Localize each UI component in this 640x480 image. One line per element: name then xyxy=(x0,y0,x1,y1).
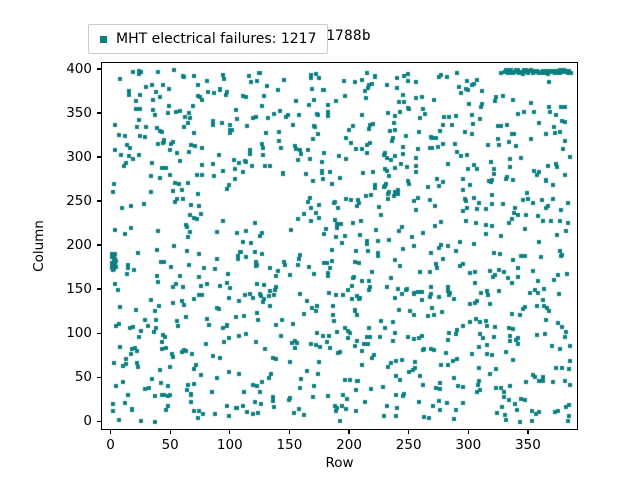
y-tick-label: 0 xyxy=(83,413,92,430)
y-tick-mark xyxy=(97,376,101,378)
y-tick-label: 50 xyxy=(74,369,92,386)
x-tick-label: 0 xyxy=(106,437,115,453)
x-tick-label: 250 xyxy=(395,437,422,453)
y-axis-label: Column xyxy=(31,220,47,272)
legend[interactable]: MHT electrical failures: 1217 xyxy=(88,24,329,54)
x-tick-mark xyxy=(408,430,410,434)
scatter-points-layer xyxy=(102,63,577,429)
y-tick-label: 150 xyxy=(66,281,92,298)
y-tick-label: 250 xyxy=(66,193,92,210)
y-tick-label: 300 xyxy=(66,149,92,166)
y-tick-mark xyxy=(97,68,101,70)
y-tick-mark xyxy=(97,332,101,334)
plot-area xyxy=(101,62,578,430)
y-tick-mark xyxy=(97,200,101,202)
y-tick-mark xyxy=(97,420,101,422)
y-tick-mark xyxy=(97,288,101,290)
x-tick-label: 300 xyxy=(455,437,482,453)
x-tick-label: 50 xyxy=(161,437,179,453)
x-tick-mark xyxy=(527,430,529,434)
y-tick-mark xyxy=(97,112,101,114)
x-axis-label: Row xyxy=(325,455,354,471)
legend-marker-icon xyxy=(100,35,107,43)
y-tick-label: 400 xyxy=(66,61,92,78)
x-tick-mark xyxy=(348,430,350,434)
x-tick-label: 350 xyxy=(515,437,541,453)
x-tick-mark xyxy=(467,430,469,434)
y-tick-mark xyxy=(97,156,101,158)
y-tick-label: 350 xyxy=(66,105,92,122)
x-tick-mark xyxy=(109,430,112,434)
x-tick-label: 200 xyxy=(336,437,362,453)
x-tick-mark xyxy=(288,430,291,434)
x-tick-mark xyxy=(169,430,171,434)
y-tick-label: 100 xyxy=(66,325,92,342)
y-tick-mark xyxy=(97,244,101,246)
x-tick-mark xyxy=(229,430,231,434)
x-tick-label: 150 xyxy=(276,437,303,453)
x-tick-label: 100 xyxy=(216,437,243,453)
legend-label: MHT electrical failures: 1217 xyxy=(116,31,317,47)
y-tick-label: 200 xyxy=(66,237,92,254)
